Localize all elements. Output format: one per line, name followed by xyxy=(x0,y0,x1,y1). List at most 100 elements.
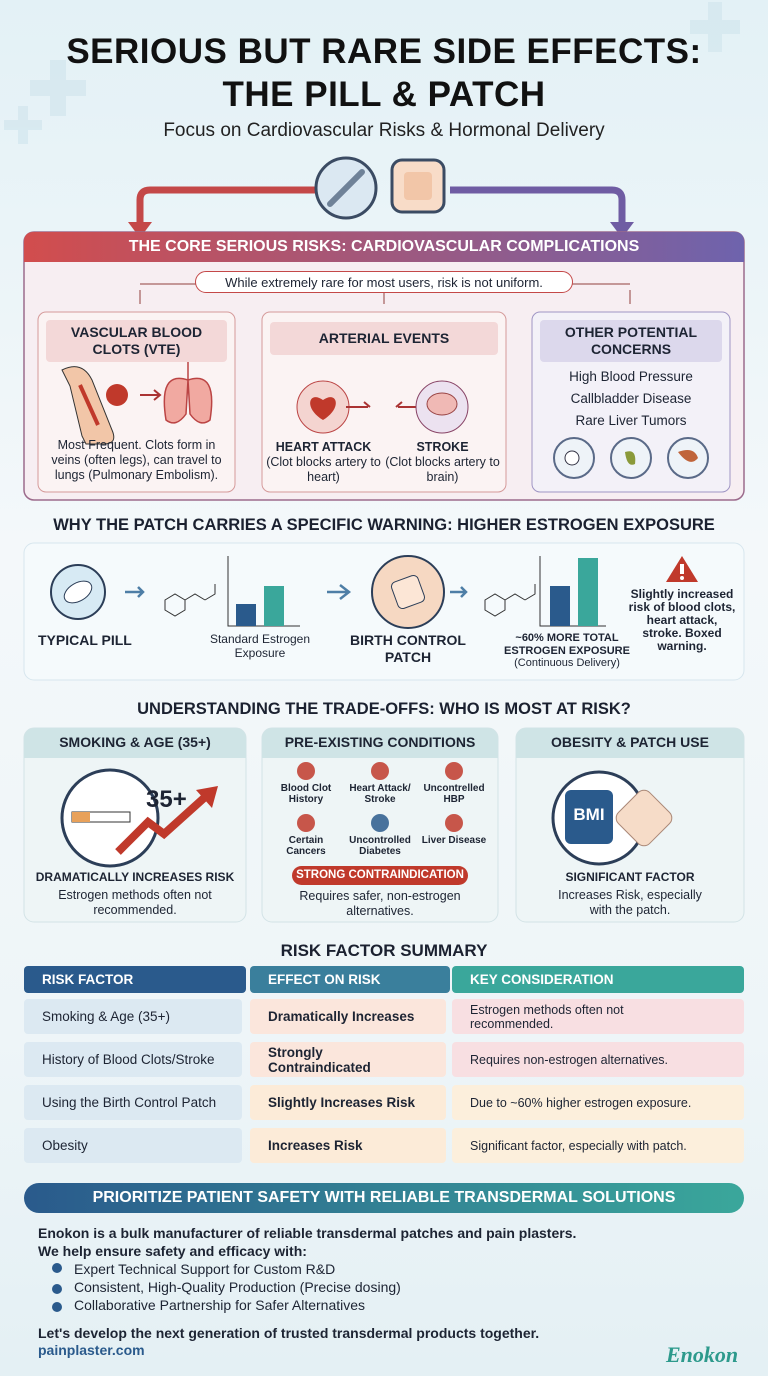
card-text: Estrogen methods often not recommended. xyxy=(58,888,212,917)
table-cell: History of Blood Clots/Stroke xyxy=(24,1042,242,1077)
condition-icon xyxy=(371,762,389,780)
age-badge: 35+ xyxy=(146,786,187,813)
molecule xyxy=(164,584,216,617)
card-text: Increases Risk, especially with the patc… xyxy=(558,888,702,917)
table-cell: Slightly Increases Risk xyxy=(250,1085,446,1120)
table-cell: Using the Birth Control Patch xyxy=(24,1085,242,1120)
path-shape xyxy=(484,584,536,617)
ellipse-shape xyxy=(426,392,458,416)
path-shape xyxy=(78,384,100,426)
event-note: (Clot blocks artery to heart) xyxy=(266,455,381,484)
contraindication-badge: STRONG CONTRAINDICATION xyxy=(292,866,468,885)
core-warning: While extremely rare for most users, ris… xyxy=(195,271,573,293)
condition-grid: Blood Clot History Heart Attack/ Stroke Un… xyxy=(270,762,490,866)
circle-shape xyxy=(564,450,580,466)
core-heading: THE CORE SERIOUS RISKS: CARDIOVASCULAR C… xyxy=(128,238,640,255)
concern-item: Rare Liver Tumors xyxy=(575,413,687,428)
event-label: STROKE xyxy=(416,440,469,454)
bar-more xyxy=(550,586,570,626)
path-shape xyxy=(4,106,42,144)
card-text: Most Frequent. Clots form in veins (ofte… xyxy=(51,438,222,482)
closing: Let's develop the next generation of tru… xyxy=(38,1325,540,1341)
circle-shape xyxy=(106,384,128,406)
event-label: HEART ATTACK xyxy=(275,440,372,454)
bullet: Consistent, High-Quality Production (Pre… xyxy=(74,1279,401,1295)
event-note: (Clot blocks artery to brain) xyxy=(385,455,500,484)
div-shape: STROKE (Clot blocks artery to brain) xyxy=(385,440,500,485)
table-cell: Obesity xyxy=(24,1128,242,1163)
condition-icon xyxy=(297,814,315,832)
card-title: PRE-EXISTING CONDITIONS xyxy=(284,734,476,750)
card-title: ARTERIAL EVENTS xyxy=(270,322,498,355)
circle-shape xyxy=(52,1284,62,1294)
condition-label: Uncontrelled HBP xyxy=(423,783,485,805)
path-shape xyxy=(690,2,740,52)
condition: Certain Cancers xyxy=(270,814,342,864)
condition-icon xyxy=(297,762,315,780)
rect-shape xyxy=(680,564,684,574)
bg-crosses xyxy=(4,2,740,144)
brand: Enokon xyxy=(666,1342,739,1367)
path-shape xyxy=(625,451,636,465)
condition: Heart Attack/ Stroke xyxy=(344,762,416,812)
rect-shape xyxy=(404,172,432,200)
molecule xyxy=(484,584,536,617)
arrow-left xyxy=(136,186,318,225)
exposure-note: (Continuous Delivery) xyxy=(514,657,620,669)
table-cell: Dramatically Increases xyxy=(250,999,446,1034)
card-title: OBESITY & PATCH USE xyxy=(551,734,709,750)
pill-label: TYPICAL PILL xyxy=(38,632,132,648)
circle-shape xyxy=(52,1263,62,1273)
subtitle: Focus on Cardiovascular Risks & Hormonal… xyxy=(163,120,605,141)
section-heading: WHY THE PATCH CARRIES A SPECIFIC WARNING… xyxy=(53,516,715,534)
bmi-label: BMI xyxy=(573,805,605,824)
patch-label: BIRTH CONTROL PATCH xyxy=(350,632,466,665)
table-cell: Due to ~60% higher estrogen exposure. xyxy=(452,1085,744,1120)
footer-banner-text: PRIORITIZE PATIENT SAFETY WITH RELIABLE … xyxy=(92,1189,676,1206)
bar-standard xyxy=(264,586,284,626)
circle-shape xyxy=(680,576,684,580)
card-title: VASCULAR BLOOD CLOTS (VTE) xyxy=(46,320,227,362)
arrow-head xyxy=(610,222,634,238)
table-cell: Strongly Contraindicated xyxy=(250,1042,446,1077)
column-header: RISK FACTOR xyxy=(24,966,246,993)
line-shape xyxy=(327,169,365,207)
arrow-right xyxy=(450,186,626,225)
bullet: Collaborative Partnership for Safer Alte… xyxy=(74,1297,366,1313)
condition: Liver Disease xyxy=(418,814,490,864)
rect-shape xyxy=(390,574,426,610)
rect-shape xyxy=(615,789,673,847)
condition-label: Heart Attack/ Stroke xyxy=(349,783,411,805)
card-title: OTHER POTENTIAL CONCERNS xyxy=(540,320,722,362)
table-cell: Requires non-estrogen alternatives. xyxy=(452,1042,744,1077)
path-shape xyxy=(115,795,207,855)
card-text: Requires safer, non-estrogen alternative… xyxy=(299,889,461,918)
condition: Uncontrelled HBP xyxy=(418,762,490,812)
concern-item: High Blood Pressure xyxy=(569,369,693,384)
table-cell: Smoking & Age (35+) xyxy=(24,999,242,1034)
condition-icon xyxy=(445,814,463,832)
url: painplaster.com xyxy=(38,1342,145,1358)
condition-label: Liver Disease xyxy=(421,835,487,846)
path-shape xyxy=(310,397,336,420)
intro-line: We help ensure safety and efficacy with: xyxy=(38,1243,307,1259)
title-line: SERIOUS BUT RARE SIDE EFFECTS: xyxy=(66,32,702,71)
path-shape xyxy=(678,450,698,462)
condition-label: Blood Clot History xyxy=(280,783,332,805)
condition-icon xyxy=(371,814,389,832)
rect-shape xyxy=(72,812,90,822)
table-cell: Estrogen methods often not recommended. xyxy=(452,999,744,1034)
concern-list: High Blood Pressure Callbladder Disease Ra… xyxy=(532,366,730,432)
div-shape: Enokon is a bulk manufacturer of reliabl… xyxy=(38,1224,576,1260)
div-shape: HEART ATTACK (Clot blocks artery to heart… xyxy=(266,440,381,485)
path-shape xyxy=(125,584,468,600)
bullet: Expert Technical Support for Custom R&D xyxy=(74,1261,336,1277)
exposure-label: Standard Estrogen Exposure xyxy=(209,632,311,660)
column-header: EFFECT ON RISK xyxy=(250,966,450,993)
title: SERIOUS BUT RARE SIDE EFFECTS: THE PILL &… xyxy=(0,30,768,116)
ellipse-shape xyxy=(63,580,93,604)
patch-warning: Slightly increased risk of blood clots, … xyxy=(628,587,736,653)
